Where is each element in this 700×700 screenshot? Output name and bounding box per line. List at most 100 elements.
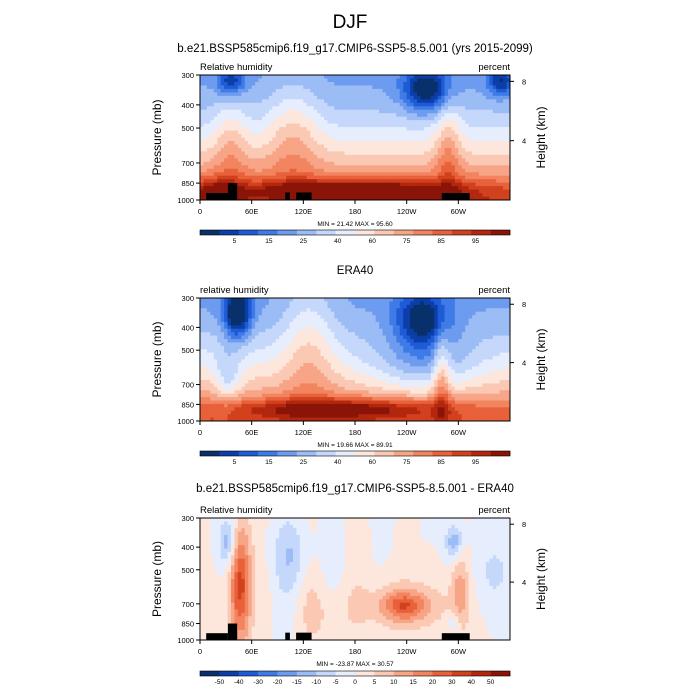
field-cell — [423, 189, 428, 194]
field-cell — [503, 140, 507, 145]
field-cell — [275, 106, 280, 111]
field-cell — [286, 380, 290, 384]
field-cell — [461, 172, 466, 177]
field-cell — [492, 113, 497, 118]
field-cell — [496, 134, 501, 138]
field-cell — [430, 99, 435, 104]
field-cell — [231, 109, 235, 114]
field-cell — [448, 158, 452, 163]
field-cell — [217, 325, 222, 330]
field-cell — [413, 120, 418, 125]
field-cell — [324, 359, 328, 364]
field-cell — [479, 137, 483, 142]
field-cell — [262, 414, 266, 418]
field-cell — [327, 151, 332, 156]
field-cell — [317, 359, 321, 364]
field-cell — [355, 196, 359, 201]
field-cell — [293, 88, 297, 93]
field-cell — [282, 318, 287, 323]
field-cell — [306, 342, 311, 347]
field-cell — [375, 120, 380, 125]
field-cell — [392, 81, 397, 86]
field-cell — [503, 130, 507, 135]
field-cell — [482, 196, 487, 201]
field-cell — [320, 332, 325, 336]
field-cell — [296, 154, 301, 159]
field-cell — [200, 359, 204, 364]
field-cell — [217, 386, 222, 391]
field-cell — [485, 151, 490, 156]
field-cell — [324, 95, 328, 100]
field-cell — [282, 140, 287, 145]
field-cell — [255, 328, 259, 333]
field-cell — [289, 102, 294, 107]
field-cell — [355, 356, 359, 360]
field-cell — [365, 175, 370, 180]
field-cell — [427, 168, 432, 173]
field-cell — [275, 386, 280, 391]
field-cell — [503, 186, 507, 190]
field-cell — [330, 154, 335, 159]
field-cell — [213, 154, 218, 159]
field-cell — [348, 99, 352, 104]
field-cell — [351, 196, 356, 201]
field-cell — [272, 165, 277, 170]
field-cell — [244, 106, 249, 111]
field-cell — [258, 383, 263, 388]
field-cell — [317, 134, 321, 138]
field-cell — [327, 393, 332, 398]
field-cell — [410, 140, 414, 145]
field-cell — [275, 369, 280, 374]
field-cell — [503, 109, 507, 114]
field-cell — [248, 144, 253, 149]
field-cell — [465, 78, 470, 83]
field-cell — [420, 186, 425, 190]
field-cell — [279, 154, 284, 159]
field-cell — [492, 127, 497, 131]
field-cell — [324, 362, 328, 367]
field-cell — [313, 161, 318, 166]
field-cell — [279, 140, 284, 145]
field-cell — [251, 116, 256, 121]
field-cell — [482, 147, 487, 152]
panel-title: b.e21.BSSP585cmip6.f19_g17.CMIP6-SSP5-8.… — [177, 43, 533, 55]
field-cell — [200, 137, 204, 142]
field-cell — [255, 113, 259, 118]
field-cell — [351, 349, 356, 354]
field-cell — [358, 393, 363, 398]
field-cell — [241, 99, 246, 104]
field-cell — [448, 172, 452, 177]
field-cell — [289, 373, 294, 377]
field-cell — [492, 165, 497, 170]
field-cell — [423, 168, 428, 173]
field-cell — [499, 81, 504, 86]
field-cell — [410, 109, 414, 114]
field-cell — [479, 147, 483, 152]
field-cell — [206, 134, 211, 138]
field-cell — [461, 182, 466, 187]
field-cell — [327, 304, 332, 309]
field-cell — [227, 151, 232, 156]
field-cell — [299, 332, 304, 336]
field-cell — [475, 92, 480, 97]
field-cell — [227, 383, 232, 388]
field-cell — [268, 134, 273, 138]
field-cell — [234, 165, 239, 170]
field-cell — [358, 318, 363, 323]
field-cell — [234, 308, 239, 313]
field-cell — [293, 165, 297, 170]
field-cell — [324, 113, 328, 118]
field-cell — [485, 120, 490, 125]
field-cell — [403, 144, 408, 149]
field-cell — [234, 130, 239, 135]
field-cell — [496, 123, 501, 128]
field-cell — [282, 78, 287, 83]
field-cell — [210, 130, 215, 135]
field-cell — [237, 123, 242, 128]
field-cell — [337, 144, 342, 149]
field-cell — [358, 345, 363, 350]
field-cell — [313, 318, 318, 323]
field-cell — [320, 179, 325, 184]
field-cell — [251, 120, 256, 125]
field-cell — [220, 88, 225, 93]
